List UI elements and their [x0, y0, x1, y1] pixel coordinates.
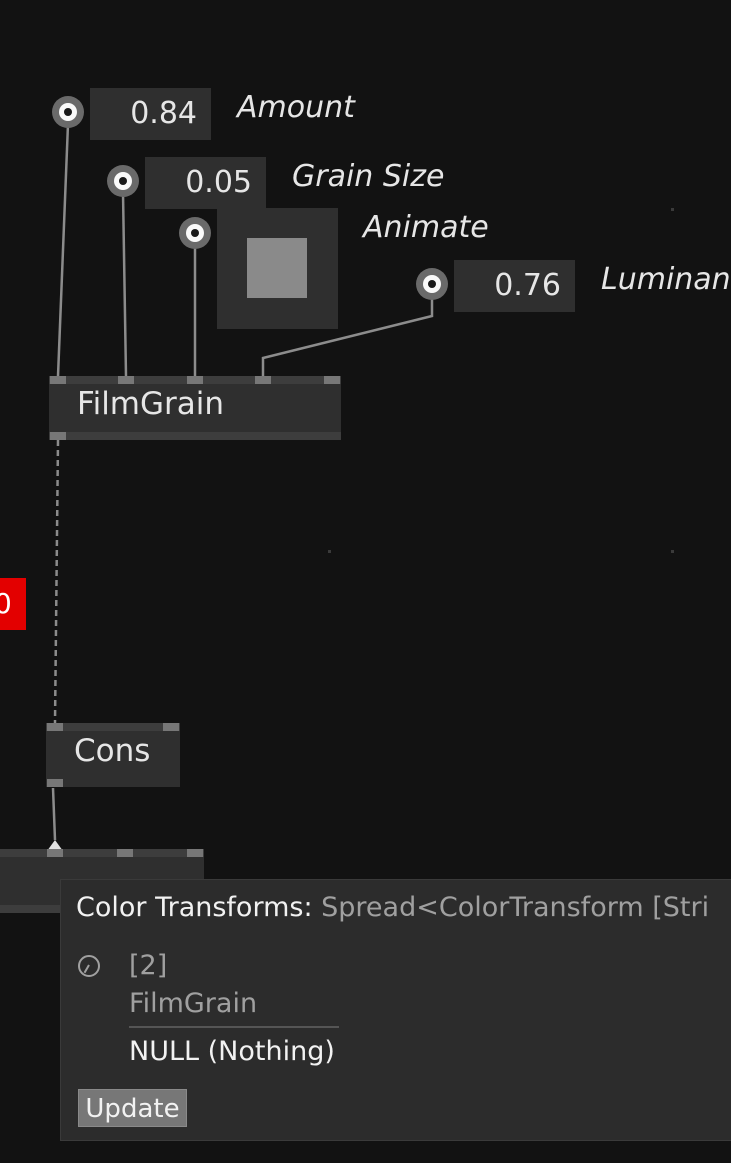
- animate-toggle[interactable]: [217, 208, 338, 329]
- grid-dot: [671, 550, 674, 553]
- grain-size-label: Grain Size: [292, 159, 445, 194]
- grid-dot: [328, 550, 331, 553]
- wire-cons-to-output: [51, 787, 57, 841]
- wire-amount: [56, 123, 70, 377]
- animate-label: Animate: [363, 210, 489, 245]
- tooltip-source-node: FilmGrain: [129, 988, 258, 1019]
- filmgrain-input-pin[interactable]: [118, 376, 134, 384]
- wire-grain-size: [121, 192, 128, 377]
- filmgrain-node[interactable]: FilmGrain: [49, 376, 341, 440]
- cons-node-title: Cons: [74, 733, 151, 769]
- grain-size-pin-handle[interactable]: [107, 165, 139, 197]
- wire-luminance: [261, 296, 434, 376]
- amount-pin-handle[interactable]: [52, 96, 84, 128]
- output-pin-arrow: [47, 840, 63, 851]
- cons-node[interactable]: Cons: [46, 723, 180, 787]
- downstream-input-pin[interactable]: [47, 849, 63, 857]
- filmgrain-input-pin[interactable]: [255, 376, 271, 384]
- gauge-icon: [78, 955, 100, 977]
- animate-pin-handle[interactable]: [179, 217, 211, 249]
- filmgrain-input-pin[interactable]: [324, 376, 340, 384]
- filmgrain-output-pin[interactable]: [50, 432, 66, 440]
- luminance-value-box[interactable]: 0.76: [454, 260, 575, 312]
- tooltip-divider: [129, 1026, 339, 1028]
- amount-value-box[interactable]: 0.84: [90, 88, 211, 140]
- luminance-pin-handle[interactable]: [416, 268, 448, 300]
- luminance-label: Luminan: [601, 262, 731, 297]
- cons-input-pin[interactable]: [47, 723, 63, 731]
- tooltip-header: Color Transforms: Spread<ColorTransform …: [76, 892, 709, 923]
- downstream-input-pin[interactable]: [187, 849, 203, 857]
- animate-toggle-fill: [247, 238, 307, 298]
- pin-tooltip: Color Transforms: Spread<ColorTransform …: [60, 879, 731, 1141]
- cons-output-pin[interactable]: [47, 779, 63, 787]
- downstream-input-pin[interactable]: [117, 849, 133, 857]
- grain-size-value-box[interactable]: 0.05: [145, 157, 266, 209]
- tooltip-spread-count: [2]: [129, 950, 168, 981]
- wire-filmgrain-to-cons: [53, 439, 60, 724]
- error-badge: 0: [0, 578, 26, 630]
- amount-label: Amount: [237, 90, 355, 125]
- filmgrain-input-pin[interactable]: [187, 376, 203, 384]
- cons-input-pin[interactable]: [163, 723, 179, 731]
- update-button[interactable]: Update: [78, 1089, 187, 1127]
- filmgrain-input-pin[interactable]: [50, 376, 66, 384]
- tooltip-value: NULL (Nothing): [129, 1036, 335, 1067]
- filmgrain-node-title: FilmGrain: [77, 386, 225, 422]
- grid-dot: [671, 208, 674, 211]
- tooltip-pin-name: Color Transforms:: [76, 892, 313, 923]
- tooltip-pin-type: Spread<ColorTransform [Stri: [321, 892, 710, 923]
